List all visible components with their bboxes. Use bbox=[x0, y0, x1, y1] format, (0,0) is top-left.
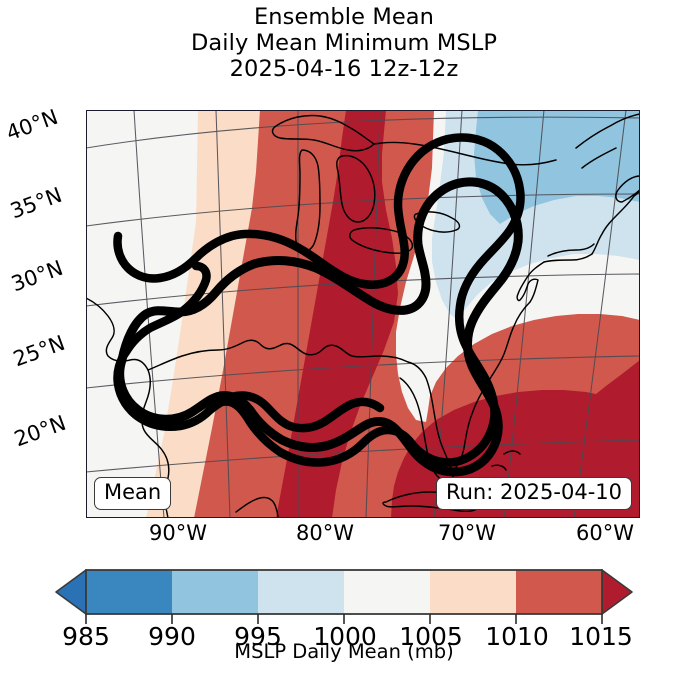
colorbar-tick-1005: 1005 bbox=[399, 622, 463, 651]
contour-1015-overlay bbox=[115, 177, 523, 477]
lat-label-20n: 20°N bbox=[11, 410, 70, 452]
colorbar-band-985-990 bbox=[86, 570, 172, 614]
colorbar-ticks bbox=[85, 614, 603, 624]
coast-midatlantic bbox=[516, 261, 545, 303]
coast-cuba bbox=[382, 491, 480, 513]
colorbar-extend-min bbox=[55, 569, 87, 615]
title-line-1: Ensemble Mean bbox=[253, 4, 435, 30]
border-canada bbox=[373, 141, 557, 166]
title-line-3: 2025-04-16 12z-12z bbox=[229, 56, 459, 83]
meridian-65w bbox=[573, 110, 627, 518]
lon-label-60w: 60°W bbox=[576, 521, 634, 545]
coast-gulf bbox=[147, 339, 409, 371]
figure-title: Ensemble Mean Daily Mean Minimum MSLP 20… bbox=[0, 4, 688, 82]
colorbar-band-1005-1010 bbox=[430, 570, 516, 614]
lon-label-80w: 80°W bbox=[296, 521, 354, 545]
lon-label-70w: 70°W bbox=[438, 521, 496, 545]
lake-superior bbox=[271, 114, 375, 152]
badge-run-date[interactable]: Run: 2025-04-10 bbox=[435, 477, 632, 510]
colorbar-tick-1000: 1000 bbox=[313, 622, 377, 651]
colorbar-tick-985: 985 bbox=[62, 622, 110, 651]
badge-mean[interactable]: Mean bbox=[94, 477, 172, 510]
colorbar-band-995-1000 bbox=[258, 570, 344, 614]
colorbar-extend-max bbox=[601, 569, 633, 615]
parallel-40n bbox=[86, 116, 640, 149]
colorbar-band-990-995 bbox=[172, 570, 258, 614]
lat-label-25n: 25°N bbox=[10, 330, 69, 372]
lat-label-30n: 30°N bbox=[8, 255, 67, 297]
colorbar-band-1000-1005 bbox=[344, 570, 430, 614]
meridian-70w bbox=[503, 110, 545, 518]
coast-st-lawrence bbox=[575, 113, 640, 169]
lat-label-35n: 35°N bbox=[7, 182, 66, 224]
colorbar-band-1010-1015 bbox=[516, 570, 602, 614]
colorbar[interactable]: 985 990 995 1000 1005 1010 1015 MSLP Dai… bbox=[0, 558, 688, 674]
colorbar-tick-995: 995 bbox=[234, 622, 282, 651]
colorbar-tick-1010: 1010 bbox=[485, 622, 549, 651]
colorbar-tick-1015: 1015 bbox=[569, 622, 633, 651]
parallel-35n bbox=[86, 193, 640, 227]
coast-newengland bbox=[591, 195, 635, 255]
colorbar-tick-990: 990 bbox=[148, 622, 196, 651]
lon-label-90w: 90°W bbox=[149, 521, 207, 545]
coast-nova-scotia bbox=[615, 175, 640, 203]
coast-longisland bbox=[543, 243, 595, 263]
lake-huron bbox=[336, 154, 376, 223]
lat-label-40n: 40°N bbox=[3, 104, 62, 146]
colorbar-axis-label: MSLP Daily Mean (mb) bbox=[234, 640, 454, 663]
parallel-20n bbox=[86, 439, 640, 473]
parallel-30n bbox=[86, 273, 640, 307]
map-panel[interactable]: Mean Run: 2025-04-10 bbox=[86, 110, 640, 518]
map-render bbox=[86, 110, 640, 518]
contour-1015-path bbox=[115, 177, 523, 477]
colorbar-render[interactable] bbox=[0, 558, 688, 638]
title-line-2: Daily Mean Minimum MSLP bbox=[190, 30, 498, 57]
coast-yucatan bbox=[235, 496, 279, 518]
